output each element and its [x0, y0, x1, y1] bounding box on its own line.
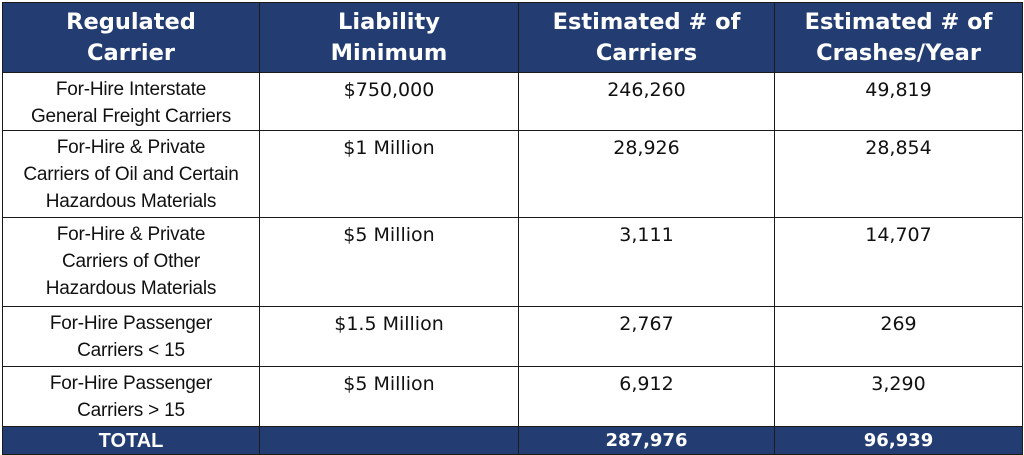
header-row: Regulated Carrier Liability Minimum Esti… — [2, 2, 1023, 73]
table-row: For-Hire Passenger Carriers > 15 $5 Mill… — [2, 366, 1023, 427]
carriers-cell: 2,767 — [518, 306, 775, 367]
carriers-cell: 3,111 — [518, 217, 775, 307]
table-row: For-Hire & Private Carriers of Other Haz… — [2, 217, 1023, 307]
carrier-cell: For-Hire & Private Carriers of Oil and C… — [2, 130, 260, 218]
crashes-cell: 28,854 — [774, 130, 1023, 218]
carrier-cell: For-Hire & Private Carriers of Other Haz… — [2, 217, 260, 307]
liability-cell: $1 Million — [259, 130, 519, 218]
carrier-cell: For-Hire Passenger Carriers < 15 — [2, 306, 260, 367]
table-row: For-Hire Passenger Carriers < 15 $1.5 Mi… — [2, 306, 1023, 367]
carriers-cell: 6,912 — [518, 366, 775, 427]
header-estimated-carriers: Estimated # of Carriers — [518, 2, 775, 73]
crashes-cell: 269 — [774, 306, 1023, 367]
carrier-cell: For-Hire Interstate General Freight Carr… — [2, 72, 260, 131]
liability-cell: $750,000 — [259, 72, 519, 131]
table-header: Regulated Carrier Liability Minimum Esti… — [2, 2, 1023, 73]
table-row: For-Hire & Private Carriers of Oil and C… — [2, 130, 1023, 218]
crashes-cell: 14,707 — [774, 217, 1023, 307]
carriers-cell: 246,260 — [518, 72, 775, 131]
liability-cell: $5 Million — [259, 217, 519, 307]
table-row: For-Hire Interstate General Freight Carr… — [2, 72, 1023, 131]
crashes-cell: 49,819 — [774, 72, 1023, 131]
liability-cell: $1.5 Million — [259, 306, 519, 367]
carrier-cell: For-Hire Passenger Carriers > 15 — [2, 366, 260, 427]
header-regulated-carrier: Regulated Carrier — [2, 2, 260, 73]
carriers-cell: 28,926 — [518, 130, 775, 218]
header-estimated-crashes: Estimated # of Crashes/Year — [774, 2, 1023, 73]
header-liability-minimum: Liability Minimum — [259, 2, 519, 73]
liability-cell: $5 Million — [259, 366, 519, 427]
crashes-cell: 3,290 — [774, 366, 1023, 427]
table-body: For-Hire Interstate General Freight Carr… — [2, 72, 1023, 427]
